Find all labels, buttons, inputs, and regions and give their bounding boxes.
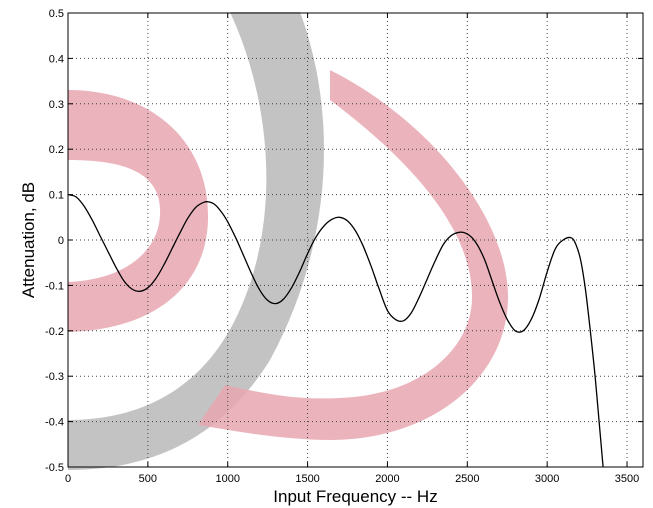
y-tick-label: -0.4	[45, 417, 64, 429]
x-tick-label: 2500	[455, 473, 479, 485]
y-axis-label: Attenuation, dB	[19, 182, 38, 298]
x-tick-label: 1500	[295, 473, 319, 485]
y-tick-label: 0	[58, 235, 64, 247]
y-tick-label: 0.4	[49, 53, 64, 65]
watermark-gray-band	[68, 12, 324, 470]
ticks: 0 500 1000 1500 2000 2500 3000 3500 -0.5 -0.4 -0.3…	[45, 8, 643, 485]
x-tick-label: 500	[139, 473, 157, 485]
y-tick-label: 0.2	[49, 144, 64, 156]
watermark-pink-left-arc	[68, 90, 209, 332]
x-tick-label: 3500	[615, 473, 639, 485]
y-tick-label: -0.2	[45, 326, 64, 338]
y-tick-label: -0.3	[45, 371, 64, 383]
y-tick-label: -0.1	[45, 280, 64, 292]
y-tick-label: -0.5	[45, 462, 64, 474]
y-tick-label: 0.3	[49, 99, 64, 111]
watermark-logo	[68, 12, 509, 470]
x-axis-label: Input Frequency -- Hz	[273, 487, 437, 506]
watermark-pink-right-arc	[198, 70, 509, 440]
y-tick-label: 0.5	[49, 8, 64, 20]
attenuation-curve	[67, 193, 604, 468]
y-tick-label: 0.1	[49, 190, 64, 202]
x-tick-label: 2000	[375, 473, 399, 485]
x-tick-label: 1000	[215, 473, 239, 485]
x-tick-label: 0	[65, 473, 71, 485]
x-tick-label: 3000	[535, 473, 559, 485]
